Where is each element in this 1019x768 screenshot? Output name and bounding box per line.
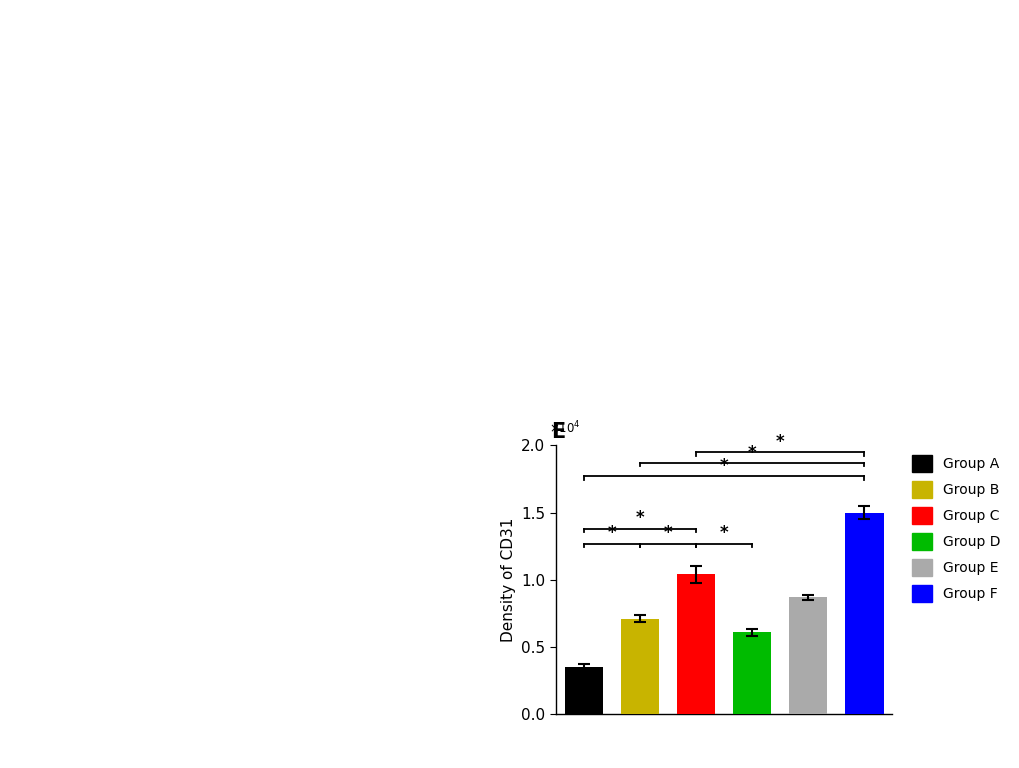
Text: E: E bbox=[550, 422, 565, 442]
Bar bbox=[677, 574, 714, 714]
Text: *: * bbox=[607, 525, 615, 542]
Bar bbox=[565, 667, 602, 714]
Bar bbox=[621, 619, 658, 714]
Bar bbox=[733, 632, 770, 714]
Text: *: * bbox=[719, 457, 728, 475]
Text: *: * bbox=[635, 509, 644, 528]
Bar bbox=[845, 513, 882, 714]
Text: *: * bbox=[747, 444, 756, 462]
Legend: Group A, Group B, Group C, Group D, Group E, Group F: Group A, Group B, Group C, Group D, Grou… bbox=[909, 452, 1002, 604]
Bar bbox=[789, 598, 826, 714]
Y-axis label: Density of CD31: Density of CD31 bbox=[500, 518, 516, 642]
Text: *: * bbox=[719, 525, 728, 542]
Text: *: * bbox=[775, 433, 784, 451]
Text: *: * bbox=[663, 525, 672, 542]
Text: $\times10^4$: $\times10^4$ bbox=[548, 419, 580, 436]
